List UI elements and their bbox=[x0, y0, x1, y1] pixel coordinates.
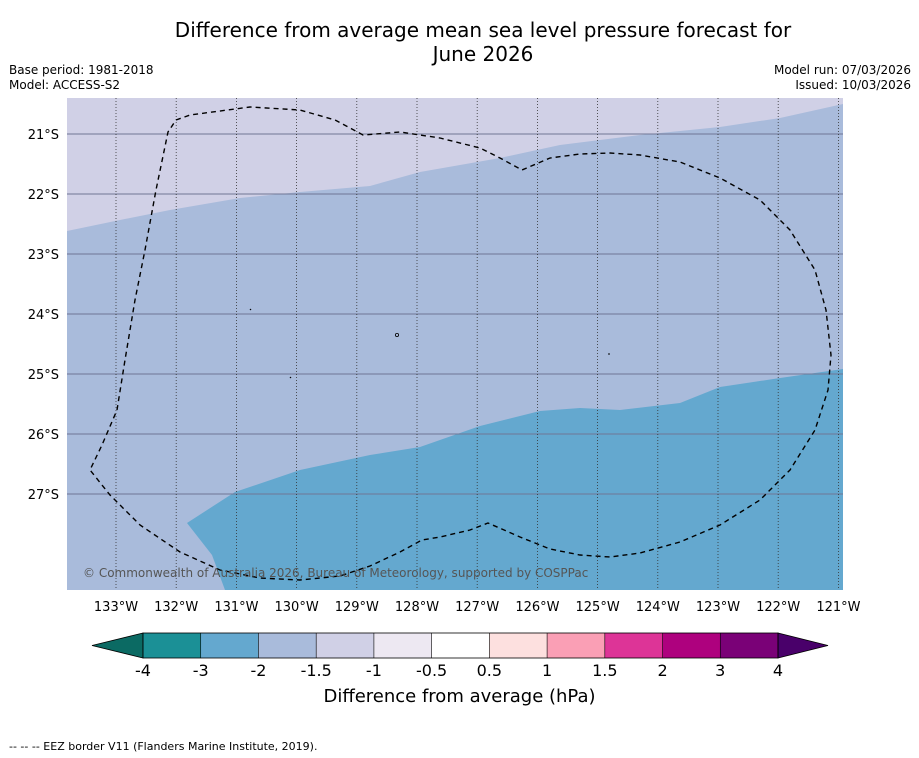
latitude-label: 23°S bbox=[28, 248, 59, 263]
colorbar-tick-label: 1.5 bbox=[592, 661, 617, 680]
colorbar-tick-label: -1 bbox=[366, 661, 382, 680]
chart-title: Difference from average mean sea level p… bbox=[0, 18, 919, 66]
longitude-label: 128°W bbox=[395, 600, 439, 615]
longitude-label: 121°W bbox=[816, 600, 860, 615]
colorbar-tick-label: 4 bbox=[773, 661, 783, 680]
colorbar-under-arrow bbox=[91, 632, 144, 659]
latitude-label: 27°S bbox=[28, 488, 59, 503]
title-line-2: June 2026 bbox=[432, 42, 534, 66]
colorbar-segment bbox=[547, 633, 605, 658]
colorbar-segment bbox=[431, 633, 490, 658]
colorbar-segment bbox=[489, 633, 548, 658]
model-name: Model: ACCESS-S2 bbox=[9, 78, 121, 92]
longitude-label: 131°W bbox=[214, 600, 258, 615]
longitude-label: 132°W bbox=[154, 600, 198, 615]
colorbar-segment bbox=[373, 633, 432, 658]
longitude-label: 127°W bbox=[455, 600, 499, 615]
longitude-label: 130°W bbox=[275, 600, 319, 615]
colorbar-tick-label: 2 bbox=[657, 661, 667, 680]
longitude-label: 126°W bbox=[515, 600, 559, 615]
issued-date: Issued: 10/03/2026 bbox=[795, 78, 911, 92]
colorbar-segment bbox=[200, 633, 259, 658]
copyright-text: © Commonwealth of Australia 2026, Bureau… bbox=[83, 566, 588, 580]
colorbar-tick-label: 0.5 bbox=[477, 661, 502, 680]
meta-left: Base period: 1981-2018 Model: ACCESS-S2 bbox=[9, 63, 154, 93]
colorbar-segment bbox=[720, 633, 778, 658]
longitude-label: 123°W bbox=[696, 600, 740, 615]
latitude-label: 22°S bbox=[28, 188, 59, 203]
latitude-labels: 21°S 22°S 23°S 24°S 25°S 26°S 27°S bbox=[28, 128, 59, 503]
latitude-label: 21°S bbox=[28, 128, 59, 143]
colorbar-segment bbox=[316, 633, 374, 658]
island-marker bbox=[289, 376, 292, 379]
longitude-label: 122°W bbox=[756, 600, 800, 615]
colorbar: -4 -3 -2 -1.5 -1 -0.5 0.5 1 1.5 2 3 4 bbox=[91, 632, 829, 680]
colorbar-segment bbox=[258, 633, 317, 658]
latitude-label: 26°S bbox=[28, 428, 59, 443]
island-marker bbox=[394, 332, 399, 337]
longitude-label: 133°W bbox=[94, 600, 138, 615]
longitude-label: 124°W bbox=[636, 600, 680, 615]
colorbar-tick-label: -3 bbox=[193, 661, 209, 680]
colorbar-tick-label: 3 bbox=[715, 661, 725, 680]
latitude-label: 25°S bbox=[28, 368, 59, 383]
title-line-1: Difference from average mean sea level p… bbox=[174, 18, 792, 42]
colorbar-tick-label: -4 bbox=[135, 661, 151, 680]
graticule bbox=[67, 98, 843, 590]
colorbar-tick-label: 1 bbox=[542, 661, 552, 680]
island-marker bbox=[249, 308, 252, 311]
base-period: Base period: 1981-2018 bbox=[9, 63, 154, 77]
map-plot-area: © Commonwealth of Australia 2026, Bureau… bbox=[67, 98, 843, 590]
longitude-label: 125°W bbox=[576, 600, 620, 615]
pressure-band-minus-3 bbox=[187, 369, 843, 590]
colorbar-segment bbox=[143, 633, 201, 658]
model-run: Model run: 07/03/2026 bbox=[773, 63, 911, 77]
colorbar-tick-label: -2 bbox=[250, 661, 266, 680]
colorbar-over-arrow bbox=[777, 632, 829, 659]
eez-border bbox=[89, 106, 832, 581]
colorbar-tick-label: -1.5 bbox=[301, 661, 332, 680]
latitude-label: 24°S bbox=[28, 308, 59, 323]
colorbar-label: Difference from average (hPa) bbox=[323, 686, 596, 707]
longitude-label: 129°W bbox=[335, 600, 379, 615]
colorbar-segment bbox=[604, 633, 663, 658]
footer-note: -- -- -- EEZ border V11 (Flanders Marine… bbox=[9, 740, 318, 753]
colorbar-segment bbox=[662, 633, 721, 658]
meta-right: Model run: 07/03/2026 Issued: 10/03/2026 bbox=[774, 63, 911, 93]
colorbar-tick-label: -0.5 bbox=[416, 661, 447, 680]
longitude-labels: 133°W 132°W 131°W 130°W 129°W 128°W 127°W 126°W… bbox=[94, 600, 861, 615]
